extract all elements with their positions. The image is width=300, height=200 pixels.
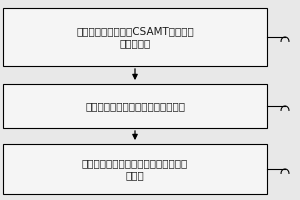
Text: 位数据: 位数据 xyxy=(126,170,144,180)
FancyBboxPatch shape xyxy=(3,8,267,66)
FancyBboxPatch shape xyxy=(3,144,267,194)
Text: 电位差数据: 电位差数据 xyxy=(119,38,151,48)
Text: 过所述电位差数据获得视电阻率数据: 过所述电位差数据获得视电阻率数据 xyxy=(85,101,185,111)
FancyBboxPatch shape xyxy=(3,84,267,128)
Text: 可控源音频大地电磁CSAMT电场分量: 可控源音频大地电磁CSAMT电场分量 xyxy=(76,26,194,36)
Text: 所述视电阻率数据，采用比值计算视相: 所述视电阻率数据，采用比值计算视相 xyxy=(82,158,188,168)
